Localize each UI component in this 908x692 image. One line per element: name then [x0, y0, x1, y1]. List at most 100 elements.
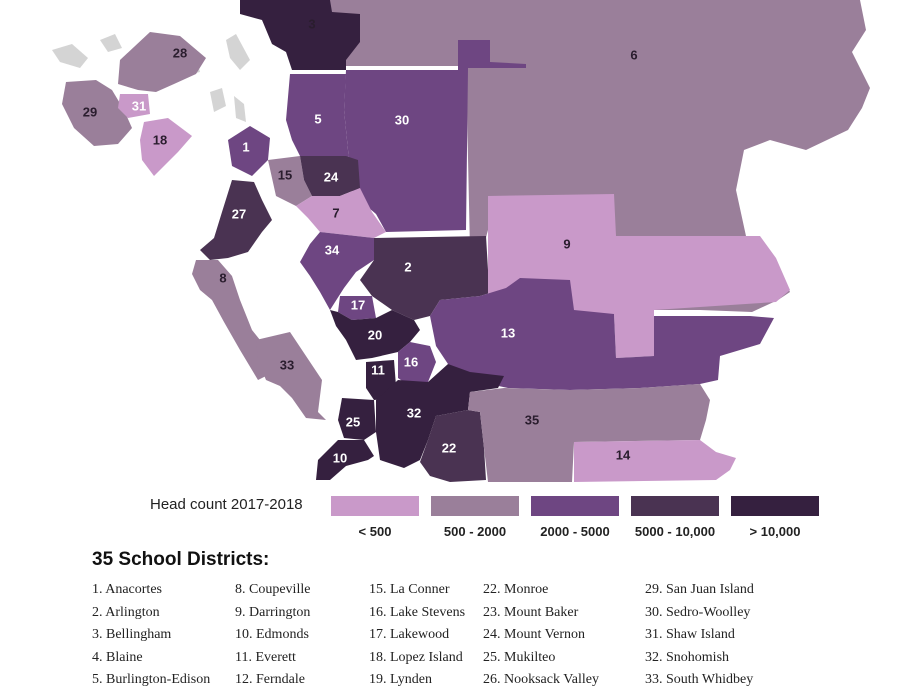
- list-item: 33. South Whidbey: [645, 672, 754, 687]
- district-16: [398, 342, 436, 388]
- district-label-18: 18: [153, 132, 167, 147]
- district-label-3: 3: [308, 16, 315, 31]
- unassigned-islands: [52, 34, 250, 122]
- legend-title: Head count 2017-2018: [150, 496, 303, 513]
- legend-swatch-2000-5000: [531, 496, 619, 516]
- district-3: [240, 0, 360, 70]
- list-item: 29. San Juan Island: [645, 582, 754, 597]
- list-item: 8. Coupeville: [235, 582, 311, 597]
- district-label-11: 11: [371, 362, 385, 377]
- legend-label-gt10000: > 10,000: [749, 524, 801, 539]
- district-35: [468, 384, 710, 482]
- island-grey: [52, 44, 88, 68]
- district-label-22: 22: [442, 440, 456, 455]
- list-item: 9. Darrington: [235, 604, 311, 620]
- list-item: 17. Lakewood: [369, 627, 450, 642]
- district-24: [300, 156, 360, 196]
- district-label-20: 20: [368, 327, 382, 342]
- list-item: 30. Sedro-Woolley: [645, 604, 751, 620]
- district-label-30: 30: [395, 112, 409, 127]
- district-27: [200, 180, 272, 260]
- district-2: [360, 236, 520, 320]
- list-item: 26. Nooksack Valley: [483, 672, 599, 687]
- district-label-1: 1: [242, 139, 249, 154]
- island-grey: [100, 34, 122, 52]
- district-list-column-3: 15. La Conner 16. Lake Stevens 17. Lakew…: [369, 579, 465, 692]
- district-25: [338, 398, 376, 440]
- district-14: [574, 440, 736, 482]
- legend-label-lt500: < 500: [358, 524, 392, 539]
- district-17: [338, 296, 376, 320]
- legend-label-5000-10000: 5000 - 10,000: [634, 524, 716, 539]
- list-item: 18. Lopez Island: [369, 649, 463, 665]
- district-33: [256, 332, 326, 420]
- list-item: 2. Arlington: [92, 604, 160, 620]
- district-label-31: 31: [132, 98, 146, 113]
- district-30: [344, 40, 526, 232]
- district-label-10: 10: [333, 450, 347, 465]
- district-10: [316, 440, 374, 480]
- list-item: 4. Blaine: [92, 649, 143, 665]
- list-item: 24. Mount Vernon: [483, 627, 586, 642]
- district-number-labels: 1235678910111314151617182022242527282930…: [83, 16, 638, 465]
- district-22: [420, 410, 486, 482]
- legend-swatch-5000-10000: [631, 496, 719, 516]
- list-item: 19. Lynden: [369, 672, 432, 687]
- district-label-33: 33: [280, 357, 294, 372]
- district-7: [296, 188, 386, 238]
- list-item: 15. La Conner: [369, 582, 450, 597]
- district-9: [488, 194, 790, 358]
- list-item: 12. Ferndale: [235, 672, 305, 687]
- district-label-5: 5: [314, 111, 321, 126]
- district-6: [330, 0, 870, 312]
- legend-label-500-2000: 500 - 2000: [443, 524, 507, 539]
- district-32: [376, 364, 504, 468]
- list-item: 23. Mount Baker: [483, 604, 579, 620]
- district-label-29: 29: [83, 104, 97, 119]
- legend-swatch-lt500: [331, 496, 419, 516]
- district-label-14: 14: [616, 447, 631, 462]
- district-31: [118, 94, 150, 118]
- district-label-16: 16: [404, 354, 418, 369]
- district-20: [330, 310, 420, 360]
- legend-swatch-500-2000: [431, 496, 519, 516]
- district-label-25: 25: [346, 414, 360, 429]
- district-label-24: 24: [324, 169, 339, 184]
- district-label-35: 35: [525, 412, 539, 427]
- legend-swatch-gt10000: [731, 496, 819, 516]
- district-1: [228, 126, 270, 176]
- island-grey: [234, 96, 246, 122]
- district-map: 1235678910111314151617182022242527282930…: [52, 0, 870, 482]
- island-grey: [210, 88, 226, 112]
- district-label-7: 7: [332, 205, 339, 220]
- district-label-9: 9: [563, 236, 570, 251]
- district-label-34: 34: [325, 242, 340, 257]
- district-label-17: 17: [351, 297, 365, 312]
- list-item: 31. Shaw Island: [645, 627, 735, 642]
- list-item: 22. Monroe: [483, 582, 549, 597]
- district-label-13: 13: [501, 325, 515, 340]
- district-34: [300, 232, 374, 310]
- district-28: [118, 32, 206, 92]
- district-8: [192, 260, 270, 380]
- district-13: [430, 278, 774, 390]
- district-29: [62, 80, 132, 146]
- list-item: 11. Everett: [235, 649, 296, 665]
- list-item: 25. Mukilteo: [483, 649, 556, 665]
- district-label-32: 32: [407, 405, 421, 420]
- district-15: [268, 156, 312, 206]
- list-item: 10. Edmonds: [235, 627, 309, 642]
- list-item: 3. Bellingham: [92, 627, 172, 642]
- island-grey: [226, 34, 250, 70]
- district-label-2: 2: [404, 259, 411, 274]
- list-item: 5. Burlington-Edison: [92, 672, 211, 687]
- legend-label-2000-5000: 2000 - 5000: [540, 524, 610, 539]
- district-label-6: 6: [630, 47, 637, 62]
- list-item: 1. Anacortes: [92, 582, 162, 597]
- district-label-28: 28: [173, 45, 187, 60]
- district-list-title: 35 School Districts:: [92, 549, 270, 570]
- district-label-27: 27: [232, 206, 246, 221]
- district-label-8: 8: [219, 270, 226, 285]
- list-item: 16. Lake Stevens: [369, 604, 466, 620]
- district-18: [140, 118, 192, 176]
